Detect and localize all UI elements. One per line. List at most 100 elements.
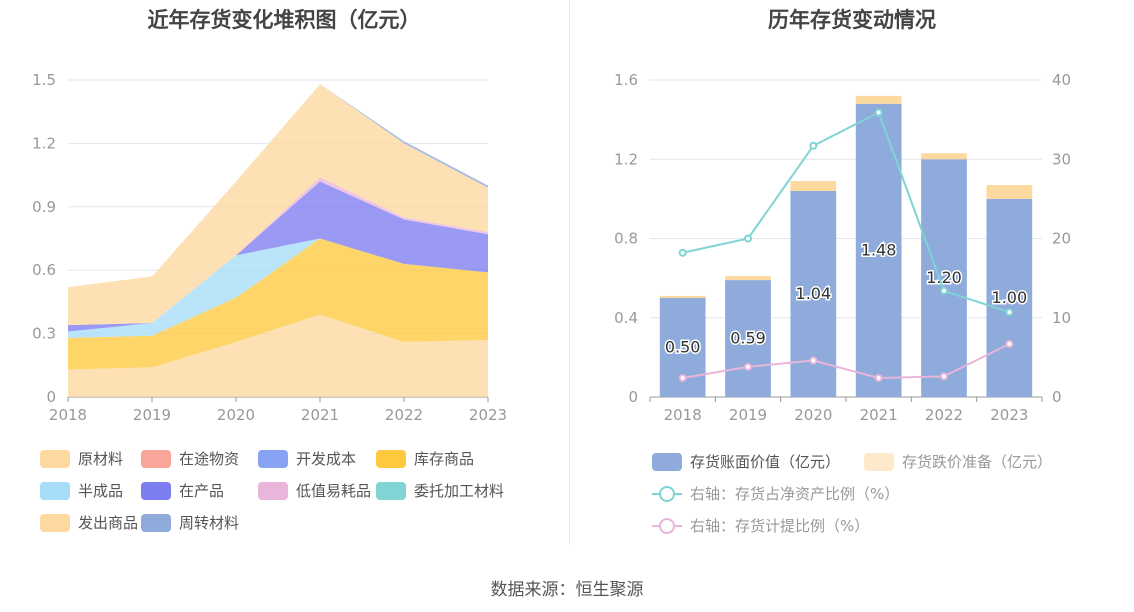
legend-swatch (40, 449, 70, 468)
y-tick-label: 0.3 (32, 325, 56, 343)
stacked-area-chart-panel: 近年存货变化堆积图（亿元） 0 0.3 0.6 0.9 1.2 1.5 2018 2019 20… (0, 0, 568, 545)
y-tick-label: 0 (46, 388, 56, 406)
line-point (809, 141, 818, 150)
panel-divider (569, 0, 570, 545)
left-legend: 原材料 在途物资 开发成本 库存商品半成品 在产品 低值易耗品 委托加工材料发出商品 周转材料 (0, 0, 568, 545)
legend-label: 半成品 (78, 482, 124, 500)
y-tick-label: 1.2 (32, 134, 56, 152)
legend-swatch (258, 481, 288, 500)
line-point (809, 356, 818, 365)
x-tick-label: 2023 (990, 406, 1028, 424)
data-source-note: 数据来源：恒生聚源 (490, 580, 644, 600)
area-series-3 (68, 238, 488, 370)
legend-item[interactable]: 委托加工材料 (376, 480, 504, 501)
bar-1-2019 (725, 276, 771, 281)
x-tick-label: 2022 (925, 406, 963, 424)
legend-swatch (258, 449, 288, 468)
area-series-0 (68, 314, 488, 397)
legend-label: 在产品 (179, 482, 225, 500)
x-tick-label: 2023 (469, 406, 507, 424)
bar-line-chart-panel: 历年存货变动情况 0 0.4 0.8 1.2 1.6 0 10 20 30 40 0.50 0.59 1… (570, 0, 1134, 545)
y-tick-label: 0.9 (32, 198, 56, 216)
bar-value-label: 0.50 (665, 337, 701, 356)
legend-label: 低值易耗品 (296, 482, 372, 500)
bar-0-2019 (725, 280, 771, 397)
line-point (1005, 339, 1014, 348)
x-tick-label: 2020 (794, 406, 832, 424)
legend-swatch (40, 513, 70, 532)
bar-0-2022 (921, 159, 967, 397)
legend-item[interactable]: 存货跌价准备（亿元） (864, 451, 1052, 472)
area-series-5 (68, 181, 488, 332)
bar-value-label: 1.48 (861, 240, 897, 259)
line-point (940, 286, 948, 295)
y2-tick-label: 0 (1052, 388, 1062, 406)
legend-label: 存货账面价值（亿元） (690, 453, 841, 471)
right-chart-title: 历年存货变动情况 (768, 8, 936, 32)
bar-1-2022 (921, 153, 967, 160)
legend-swatch (40, 481, 70, 500)
y-tick-label: 0.8 (614, 230, 638, 248)
y2-tick-label: 20 (1052, 230, 1071, 248)
area-series-8 (68, 84, 488, 326)
y-tick-label: 1.5 (32, 71, 56, 89)
legend-item[interactable]: 周转材料 (141, 512, 239, 533)
right-legend: 存货账面价值（亿元） 存货跌价准备（亿元） 右轴：存货占净资产比例（%） 右轴：存货计… (570, 0, 1134, 545)
legend-swatch (376, 481, 406, 500)
area-series-4 (68, 238, 488, 338)
x-tick-label: 2021 (860, 406, 898, 424)
x-tick-label: 2019 (729, 406, 767, 424)
legend-label: 存货跌价准备（亿元） (902, 453, 1053, 471)
legend-item[interactable]: 右轴：存货计提比例（%） (652, 515, 869, 536)
y-tick-label: 0.4 (614, 309, 638, 327)
line-point (874, 108, 883, 117)
legend-swatch (652, 452, 682, 471)
y-tick-label: 1.6 (614, 71, 638, 89)
legend-swatch (141, 481, 171, 500)
y2-tick-label: 30 (1052, 150, 1071, 168)
bar-0-2023 (986, 198, 1033, 397)
legend-label: 开发成本 (296, 450, 357, 468)
legend-item[interactable]: 低值易耗品 (258, 480, 371, 501)
legend-item[interactable]: 存货账面价值（亿元） (652, 451, 840, 472)
legend-label: 在途物资 (179, 450, 240, 468)
legend-item[interactable]: 在产品 (141, 480, 224, 501)
bar-line-chart: 0 0.4 0.8 1.2 1.6 0 10 20 30 40 0.50 0.59 1.04 1.48 1.… (614, 71, 1071, 424)
legend-swatch (141, 449, 171, 468)
y-tick-label: 0 (628, 388, 638, 406)
x-tick-label: 2019 (133, 406, 171, 424)
x-tick-label: 2021 (301, 406, 339, 424)
legend-label: 库存商品 (414, 450, 475, 468)
line-series-0 (682, 111, 1010, 314)
stacked-area-chart: 0 0.3 0.6 0.9 1.2 1.5 2018 2019 2020 2021 2022 2023 (32, 71, 507, 424)
left-chart-title: 近年存货变化堆积图（亿元） (147, 8, 421, 32)
y2-tick-label: 10 (1052, 309, 1071, 327)
legend-item[interactable]: 右轴：存货占净资产比例（%） (652, 483, 899, 504)
bar-1-2018 (659, 295, 706, 298)
line-point (744, 234, 752, 243)
legend-label: 周转材料 (179, 514, 240, 532)
legend-item[interactable]: 开发成本 (258, 448, 356, 469)
legend-swatch (141, 513, 171, 532)
bar-1-2020 (790, 181, 837, 191)
legend-item[interactable]: 库存商品 (376, 448, 474, 469)
legend-swatch (864, 452, 894, 471)
x-tick-label: 2022 (385, 406, 423, 424)
legend-swatch (376, 449, 406, 468)
legend-item[interactable]: 半成品 (40, 480, 123, 501)
line-point (940, 372, 948, 381)
legend-swatch (652, 485, 682, 503)
bar-1-2023 (986, 185, 1033, 199)
legend-label: 委托加工材料 (414, 482, 505, 500)
line-point (744, 362, 752, 371)
bar-1-2021 (855, 95, 902, 104)
bar-value-label: 1.04 (796, 284, 832, 303)
legend-item[interactable]: 在途物资 (141, 448, 239, 469)
legend-item[interactable]: 原材料 (40, 448, 123, 469)
legend-item[interactable]: 发出商品 (40, 512, 138, 533)
y-tick-label: 1.2 (614, 150, 638, 168)
legend-label: 原材料 (78, 450, 124, 468)
legend-label: 右轴：存货计提比例（%） (690, 517, 870, 535)
line-point (874, 373, 883, 382)
legend-label: 右轴：存货占净资产比例（%） (690, 485, 900, 503)
